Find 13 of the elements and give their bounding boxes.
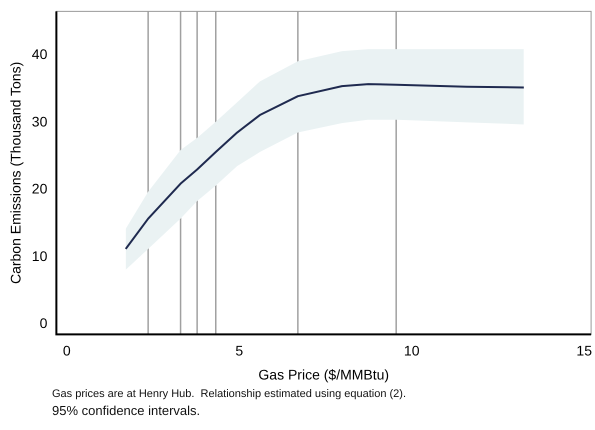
text: 95% confidence intervals. — [52, 403, 202, 418]
y-tick-label: 30 — [32, 113, 48, 130]
y-axis-title: Carbon Emissions (Thousand Tons) — [7, 62, 24, 284]
y-tick-label: 20 — [32, 180, 48, 197]
text: Gas prices are at Henry Hub. Relationship estimated using equation (2). — [52, 388, 406, 400]
x-tick-label: 10 — [404, 342, 420, 359]
x-tick-label: 0 — [62, 342, 71, 359]
y-tick-label: 40 — [32, 46, 48, 62]
x-tick-label: 5 — [235, 342, 244, 359]
y-tick-label: 10 — [32, 248, 48, 264]
y-tick-label: 0 — [40, 315, 48, 332]
x-tick-label: 15 — [576, 342, 592, 359]
x-axis-title: Gas Price ($/MMBtu) — [258, 366, 390, 382]
